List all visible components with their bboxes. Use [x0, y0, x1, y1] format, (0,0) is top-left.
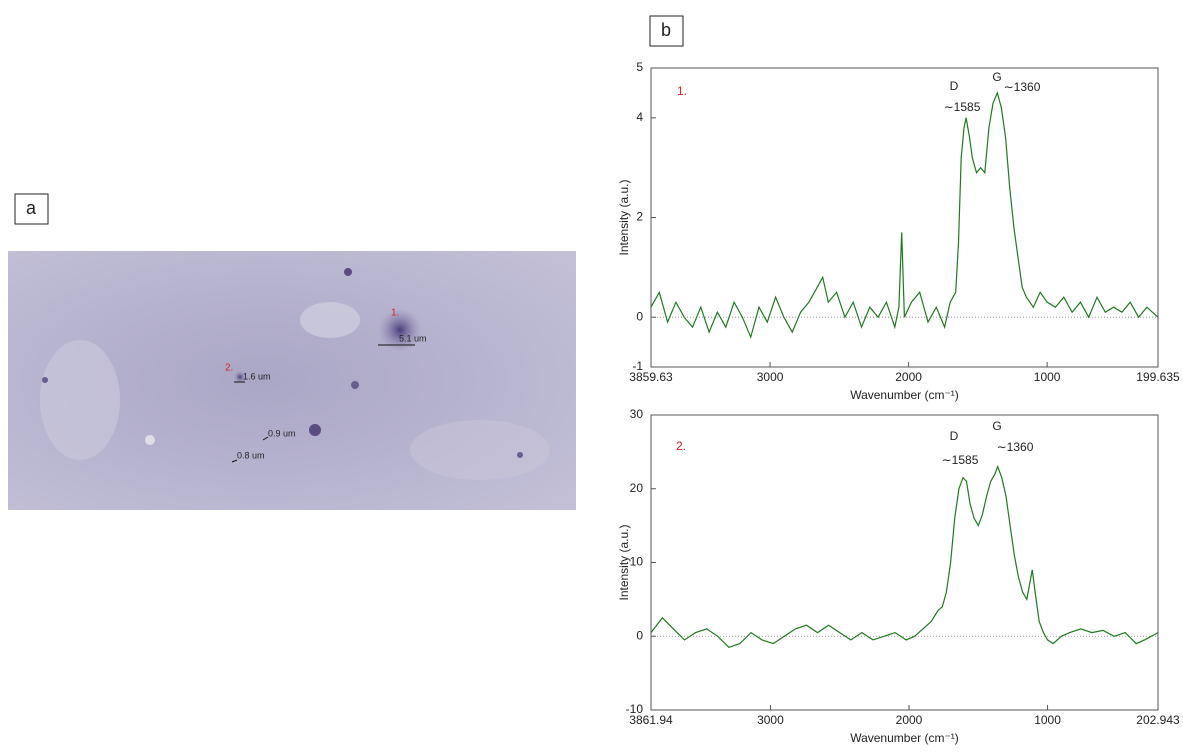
x-tick-label: 3861.94 — [629, 713, 673, 727]
x-tick-label: 2000 — [896, 713, 923, 727]
x-tick-label: 1000 — [1034, 713, 1061, 727]
spectrum-label: 2. — [676, 439, 686, 453]
scale-label: 0.8 um — [237, 450, 265, 460]
x-tick-label: 3000 — [757, 713, 784, 727]
micrograph — [8, 251, 576, 510]
y-tick-label: -1 — [632, 359, 643, 373]
panel-box — [649, 15, 684, 47]
panel-label: b — [661, 20, 671, 40]
x-tick-label: 2000 — [895, 370, 922, 384]
scale-label: 1.6 um — [243, 371, 271, 381]
y-tick-label: 20 — [630, 481, 644, 495]
y-axis-label: Intensity (a.u.) — [617, 179, 631, 255]
spectrum-label: 1. — [677, 84, 687, 98]
y-tick-label: 4 — [636, 110, 643, 124]
y-tick-label: 10 — [630, 555, 644, 569]
peak-name: G — [992, 419, 1001, 433]
x-tick-label: 3000 — [757, 370, 784, 384]
marker: 2. — [225, 363, 233, 374]
y-axis-label: Intensity (a.u.) — [617, 524, 631, 600]
peak-name: D — [950, 79, 959, 93]
plot-frame — [650, 414, 1159, 711]
y-tick-label: 2 — [636, 210, 643, 224]
y-tick-label: 30 — [630, 407, 644, 421]
marker: 1. — [391, 308, 399, 319]
x-tick-label: 199.635 — [1136, 370, 1180, 384]
peak-name: D — [950, 429, 959, 443]
y-tick-label: 0 — [636, 628, 643, 642]
scale-label: 5.1 um — [399, 333, 427, 343]
x-tick-label: 1000 — [1034, 370, 1061, 384]
y-tick-label: 0 — [636, 309, 643, 323]
y-tick-label: 5 — [636, 60, 643, 74]
peak-label: ∼1360 — [1004, 80, 1041, 94]
peak-label: ∼1360 — [997, 440, 1034, 454]
x-tick-label: 202.943 — [1136, 713, 1180, 727]
spectrum-line — [650, 91, 1159, 339]
x-tick-label: 3859.63 — [629, 370, 673, 384]
peak-label: ∼1585 — [942, 453, 979, 467]
scale-label: 0.9 um — [268, 428, 296, 438]
peak-name: G — [992, 70, 1001, 84]
spectrum-line — [650, 464, 1159, 648]
panel-box — [14, 193, 49, 225]
x-axis-label: Wavenumber (cm⁻¹) — [850, 388, 959, 402]
peak-label: ∼1585 — [944, 100, 981, 114]
panel-label: a — [26, 198, 37, 218]
y-tick-label: -10 — [626, 702, 644, 716]
x-axis-label: Wavenumber (cm⁻¹) — [850, 731, 959, 745]
